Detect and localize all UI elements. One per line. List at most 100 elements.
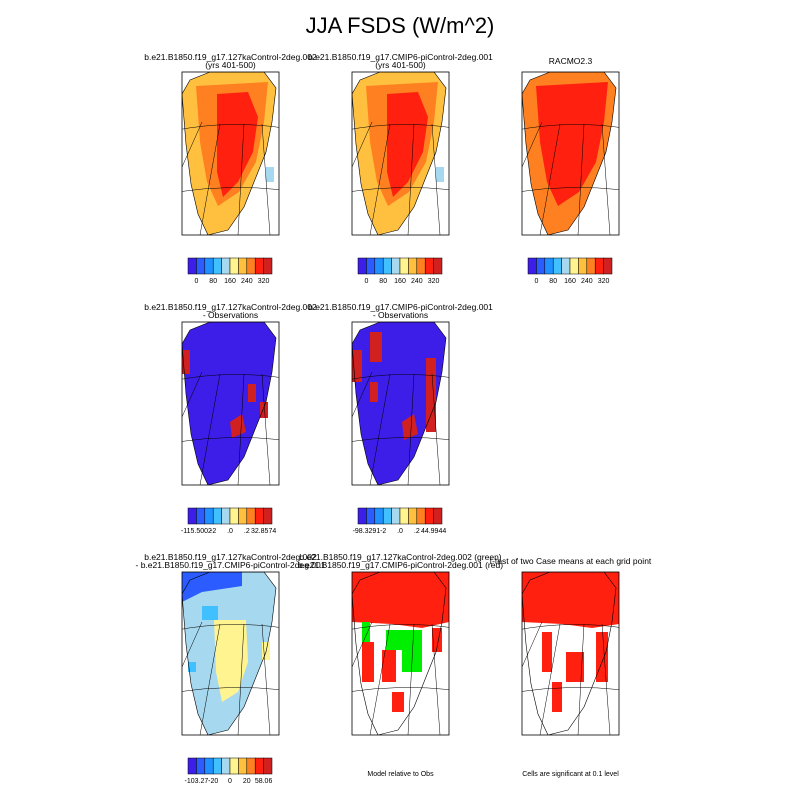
colorbar-label: -2 [210, 528, 216, 535]
colorbar-box [196, 507, 206, 525]
colorbar-box [433, 507, 443, 525]
colorbar-label: .2 [244, 528, 250, 535]
colorbar-box [263, 257, 273, 275]
colorbar-label: 160 [564, 278, 576, 285]
map-fill [362, 622, 370, 642]
meridian [182, 121, 203, 168]
map-fill [436, 167, 444, 182]
map-fill [426, 358, 436, 432]
meridian [182, 621, 203, 668]
colorbar-box [246, 257, 256, 275]
map-fill [392, 692, 404, 712]
colorbar-box [221, 257, 231, 275]
map-content [352, 572, 449, 735]
parallel [352, 374, 449, 380]
map-content [522, 72, 619, 235]
colorbar-box [357, 257, 367, 275]
colorbar-label: 320 [428, 278, 440, 285]
colorbar-box [254, 757, 264, 775]
panel-title: - b.e21.B1850.f19_g17.CMIP6-piControl-2d… [136, 560, 326, 570]
map-content [352, 72, 449, 235]
colorbar-label: 80 [549, 278, 557, 285]
meridian [369, 623, 391, 735]
meridian [261, 373, 271, 485]
colorbar-box [536, 257, 546, 275]
colorbar-box [204, 757, 214, 775]
colorbar-box [221, 507, 231, 525]
colorbar-box [527, 257, 537, 275]
parallel [352, 437, 449, 442]
panel-title: b.e21.B1850.f19_g17.127kaControl-2deg.00… [299, 552, 501, 562]
colorbar-box [212, 507, 222, 525]
colorbar-label: 44.9944 [421, 528, 446, 535]
meridian [601, 623, 611, 735]
colorbar-box [569, 257, 579, 275]
colorbar-label: -115.5002 [181, 528, 212, 535]
colorbar-box [221, 757, 231, 775]
meridian [352, 371, 373, 418]
parallel [182, 187, 279, 192]
colorbar-box [586, 257, 596, 275]
colorbar-box [229, 757, 239, 775]
map-fill [230, 414, 246, 438]
colorbar-box [424, 257, 434, 275]
colorbar-box [552, 257, 562, 275]
map-panel [351, 571, 450, 736]
colorbar-box [366, 507, 376, 525]
map-fill [266, 167, 274, 182]
colorbar-label: 160 [394, 278, 406, 285]
meridian [352, 621, 373, 668]
colorbar-box [254, 507, 264, 525]
colorbar-label: -20 [208, 778, 218, 785]
colorbar-box [212, 757, 222, 775]
map-content [352, 322, 449, 485]
map-frame [181, 571, 280, 736]
colorbar-label: 32.8574 [251, 528, 276, 535]
colorbar-box [196, 757, 206, 775]
panel-title: t-test of two Case means at each grid po… [490, 556, 652, 566]
parallel [352, 687, 449, 692]
colorbar-label: -98.3291 [353, 528, 381, 535]
colorbar-label: 320 [598, 278, 610, 285]
parallel [522, 124, 619, 130]
panel-title: - Observations [203, 310, 258, 320]
meridian [577, 123, 585, 235]
meridian [261, 623, 271, 735]
map-fill [214, 620, 248, 702]
meridian [237, 123, 245, 235]
panel-note: Cells are significant at 0.1 level [522, 771, 619, 778]
map-fill [402, 414, 418, 440]
colorbar-box [357, 507, 367, 525]
colorbar-box [246, 757, 256, 775]
map-fill [566, 652, 584, 682]
colorbar-box [238, 257, 248, 275]
meridian [407, 623, 415, 735]
colorbar-label: .2 [414, 528, 420, 535]
meridian [431, 623, 441, 735]
meridian [577, 623, 585, 735]
colorbar-box [391, 257, 401, 275]
map-frame [181, 321, 280, 486]
map-fill [370, 382, 378, 402]
map-fill [522, 572, 619, 628]
meridian [352, 121, 373, 168]
map-frame [521, 571, 620, 736]
colorbar-box [229, 507, 239, 525]
panel-note: Model relative to Obs [367, 771, 434, 778]
colorbar-box [204, 257, 214, 275]
meridian [199, 373, 221, 485]
colorbar-label: 0 [534, 278, 538, 285]
map-fill [370, 332, 382, 362]
panel-title: (yrs 401-500) [375, 60, 426, 70]
parallel [352, 624, 449, 630]
colorbar-box [561, 257, 571, 275]
map-fill [522, 72, 534, 86]
panel-title: b.e21.B1850.f19_g17.CMIP6-piControl-2deg… [308, 52, 493, 62]
colorbar-box [399, 507, 409, 525]
meridian [369, 123, 391, 235]
colorbar-label: 80 [209, 278, 217, 285]
colorbar-box [578, 257, 588, 275]
meridian [199, 123, 221, 235]
colorbar-label: -103.27 [185, 778, 209, 785]
colorbar-box [391, 507, 401, 525]
